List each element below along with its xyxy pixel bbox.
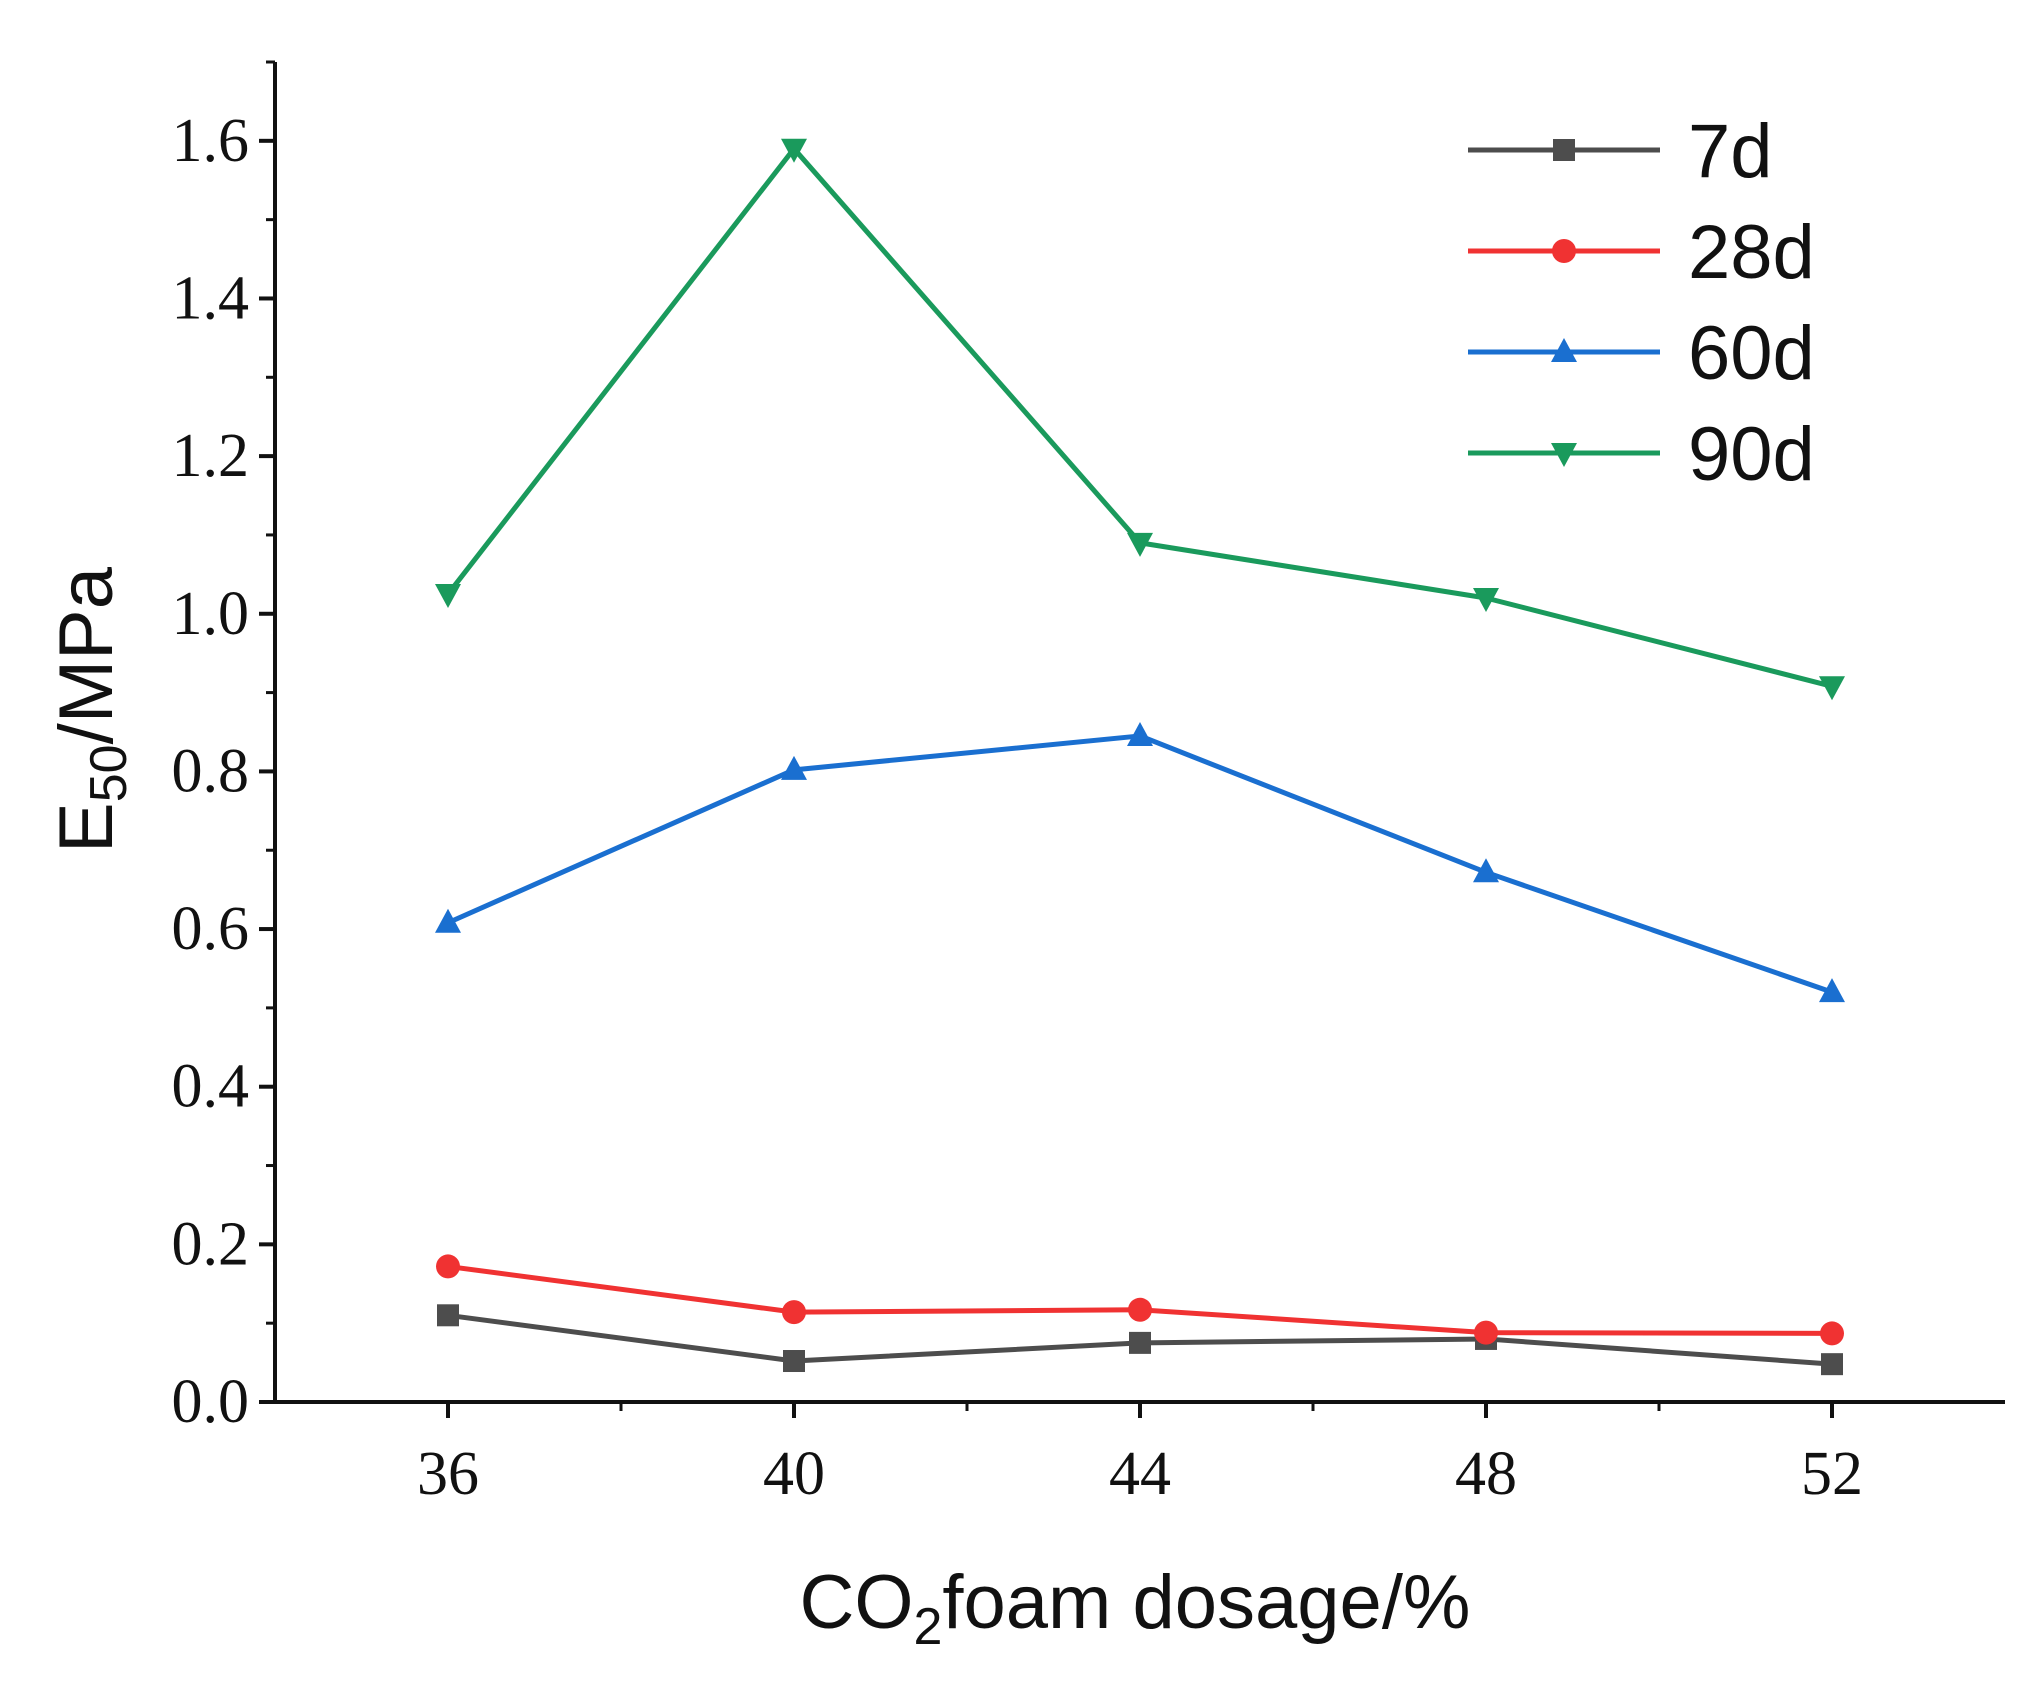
data-point-28d xyxy=(1474,1320,1498,1345)
x-tick-label: 52 xyxy=(1801,1440,1863,1508)
legend-label: 90d xyxy=(1688,412,1815,497)
legend-label: 28d xyxy=(1688,210,1815,295)
x-axis-title-sub: 2 xyxy=(913,1598,942,1656)
data-point-90d xyxy=(1473,588,1499,612)
axes-layer: 0.0 0.2 0.4 0.6 0.8 1.0 1.2 1.4 1.6 36 40 44 48 52 xyxy=(172,60,2005,1508)
series-90d xyxy=(435,138,1845,701)
legend-item-7d: 7d xyxy=(1468,109,1773,194)
y-tick-label: 0.8 xyxy=(172,737,250,805)
data-point-7d xyxy=(783,1350,805,1373)
data-point-7d xyxy=(1821,1353,1843,1376)
y-tick-label: 0.6 xyxy=(172,895,250,963)
legend-item-90d: 90d xyxy=(1468,412,1815,497)
data-point-90d xyxy=(1127,532,1153,557)
x-tick-label: 48 xyxy=(1455,1440,1517,1508)
x-axis-title-main: CO xyxy=(799,1560,913,1645)
series-line-90d xyxy=(446,146,1833,689)
y-tick-label: 0.2 xyxy=(172,1210,250,1278)
x-tick-label: 44 xyxy=(1109,1440,1171,1508)
legend-marker xyxy=(1552,239,1576,263)
legend-marker xyxy=(1553,139,1575,161)
data-point-28d xyxy=(436,1254,460,1279)
y-tick-label: 0.4 xyxy=(172,1053,250,1121)
legend-label: 60d xyxy=(1688,311,1815,396)
series-layer xyxy=(435,138,1845,1376)
data-point-28d xyxy=(1820,1321,1844,1346)
data-point-90d xyxy=(435,584,461,609)
data-point-7d xyxy=(1129,1331,1151,1354)
legend-marker xyxy=(1551,338,1577,362)
y-axis-title-rest: /MPa xyxy=(44,566,129,744)
data-point-60d xyxy=(1127,721,1153,746)
series-60d xyxy=(435,721,1845,1003)
data-point-90d xyxy=(1819,676,1845,701)
data-point-60d xyxy=(1819,978,1845,1003)
series-28d xyxy=(436,1254,1844,1346)
data-point-28d xyxy=(1128,1297,1152,1322)
y-tick-label: 1.0 xyxy=(172,580,250,648)
y-axis-title-sub: 50 xyxy=(80,744,138,802)
data-point-28d xyxy=(782,1300,806,1325)
legend-item-28d: 28d xyxy=(1468,210,1815,295)
x-axis-title-rest: foam dosage/% xyxy=(942,1560,1470,1645)
legend-label: 7d xyxy=(1688,109,1773,194)
data-point-60d xyxy=(1473,858,1499,883)
y-axis-title-main: E xyxy=(44,802,129,853)
data-point-60d xyxy=(435,908,461,933)
x-tick-label: 36 xyxy=(417,1440,479,1508)
data-point-90d xyxy=(781,138,807,163)
x-tick-label: 40 xyxy=(763,1440,825,1508)
y-tick-label: 1.4 xyxy=(172,264,250,332)
data-point-60d xyxy=(781,755,807,780)
y-tick-label: 1.2 xyxy=(172,422,250,490)
legend-marker xyxy=(1551,443,1577,467)
y-tick-label: 1.6 xyxy=(172,107,250,175)
y-axis-title: E50/MPa xyxy=(44,566,138,853)
legend: 7d 28d 60d 90d xyxy=(1468,109,1815,497)
x-axis-title: CO2foam dosage/% xyxy=(799,1560,1470,1656)
series-line-60d xyxy=(446,733,1833,995)
legend-item-60d: 60d xyxy=(1468,311,1815,396)
series-7d xyxy=(437,1304,1843,1376)
data-point-7d xyxy=(437,1304,459,1327)
y-tick-label: 0.0 xyxy=(172,1368,250,1436)
